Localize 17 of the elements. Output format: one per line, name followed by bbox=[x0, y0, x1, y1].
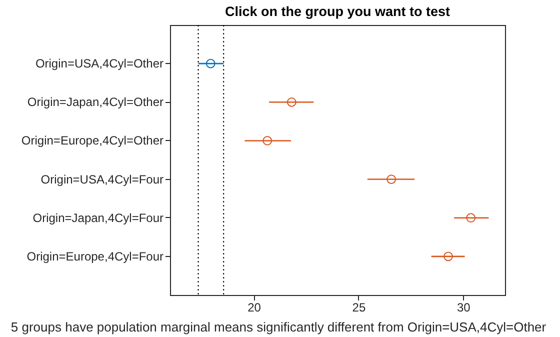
point bbox=[444, 252, 453, 262]
x-tick-label: 20 bbox=[248, 300, 262, 314]
point bbox=[386, 174, 396, 184]
y-tick-label: Origin=USA,4Cyl=Other bbox=[35, 56, 164, 71]
x-tick-label: 30 bbox=[456, 300, 471, 314]
point bbox=[286, 97, 296, 107]
y-tick-label: Origin=Europe,4Cyl=Four bbox=[26, 249, 164, 264]
y-tick-label: Origin=Japan,4Cyl=Four bbox=[32, 210, 164, 225]
point bbox=[206, 58, 216, 68]
x-axis-title: 5 groups have population marginal means significantly different from Origin=USA,4Cyl=Other bbox=[10, 320, 547, 334]
y-tick-label: Origin=Japan,4Cyl=Other bbox=[27, 95, 164, 110]
x-tick-label: 25 bbox=[352, 300, 366, 314]
chart-title: Click on the group you want to test bbox=[224, 4, 450, 19]
point bbox=[262, 136, 272, 146]
point bbox=[466, 213, 476, 223]
y-tick-label: Origin=Europe,4Cyl=Other bbox=[21, 134, 164, 148]
y-tick-label: Origin=USA,4Cyl=Four bbox=[40, 172, 164, 186]
